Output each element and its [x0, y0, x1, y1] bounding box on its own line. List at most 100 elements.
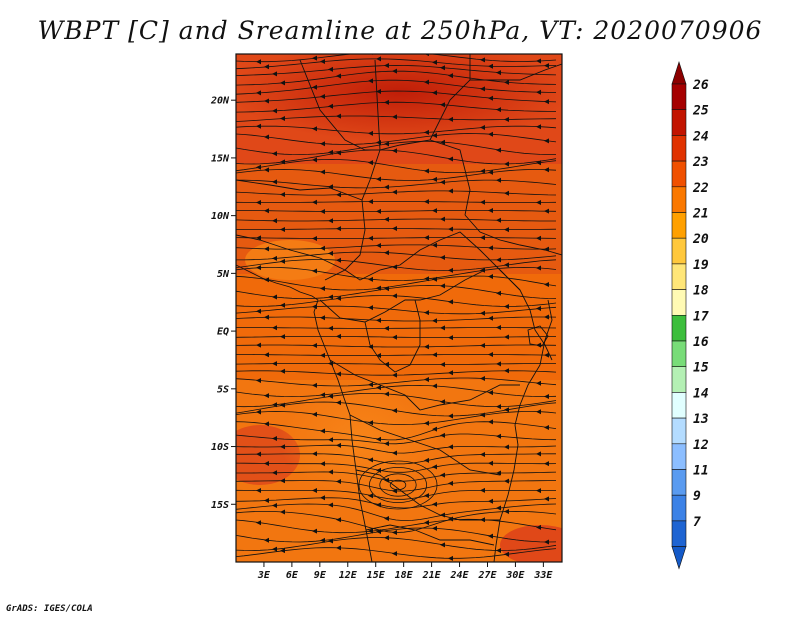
coastline-west — [236, 264, 373, 562]
streamline-arrow — [264, 393, 269, 399]
streamline-arrow — [280, 334, 285, 340]
streamline-arrow — [312, 84, 317, 90]
streamline — [236, 462, 557, 473]
streamline-arrow — [280, 80, 285, 86]
streamline-arrow — [392, 529, 397, 535]
streamline-arrow — [504, 368, 509, 374]
y-tick-label: 10S — [211, 442, 229, 453]
streamline-arrow — [480, 375, 485, 381]
streamline — [236, 54, 557, 63]
streamline-arrow — [480, 86, 485, 92]
streamline — [236, 64, 557, 76]
wbpt-max-north — [236, 54, 562, 142]
streamline-arrow — [424, 168, 429, 174]
colorbar-label: 12 — [693, 438, 709, 453]
streamline-arrow — [368, 199, 373, 205]
streamline-arrow — [448, 73, 453, 79]
streamline-arrow — [480, 235, 485, 241]
streamline-arrow — [544, 352, 549, 358]
streamline-arrow — [256, 377, 261, 383]
streamline-arrow — [392, 408, 397, 414]
streamline-arrow — [480, 412, 485, 418]
streamline-arrow — [440, 362, 445, 368]
streamline-arrow — [312, 235, 317, 241]
streamline-arrow — [504, 508, 509, 514]
streamline-arrow — [336, 150, 341, 156]
streamline-arrow — [392, 372, 397, 378]
colorbar-label: 18 — [693, 284, 709, 299]
x-tick-label: 30E — [505, 570, 525, 581]
streamline — [236, 316, 557, 322]
streamline-arrow — [384, 515, 389, 521]
colorbar-label: 20 — [692, 232, 709, 247]
streamline-arrow — [432, 352, 437, 358]
streamline-arrow — [280, 368, 285, 374]
x-tick-label: 15E — [367, 570, 386, 581]
streamline-arrow — [504, 551, 509, 557]
streamline — [236, 344, 557, 348]
streamline-arrow — [440, 102, 445, 108]
streamline-arrow — [384, 63, 389, 69]
streamline-arrow — [376, 56, 381, 62]
streamline-arrow — [432, 525, 437, 531]
border-13 — [429, 54, 471, 141]
streamline-arrow — [256, 123, 261, 129]
border-12 — [464, 214, 562, 256]
streamline-arrow — [480, 451, 485, 457]
streamline-arrow — [448, 555, 453, 561]
streamline-arrow — [424, 493, 429, 499]
streamline-arrow — [448, 299, 453, 305]
streamline-arrow — [488, 533, 493, 539]
streamline — [236, 421, 557, 441]
streamline-arrow — [480, 168, 485, 174]
colorbar-swatch — [671, 186, 687, 213]
streamline-arrow — [424, 310, 429, 316]
colorbar-label: 9 — [693, 489, 701, 504]
streamline-arrow — [536, 199, 541, 205]
streamline-arrow — [496, 325, 501, 331]
streamline-arrow — [312, 126, 317, 132]
streamline-arrow — [544, 394, 549, 400]
streamline-arrow — [368, 420, 373, 426]
border-8 — [329, 359, 520, 411]
streamline — [236, 58, 557, 70]
streamline — [236, 377, 557, 387]
streamline-arrow — [432, 276, 437, 282]
streamline — [236, 284, 557, 300]
streamline-eddy — [379, 473, 417, 497]
streamline-arrow — [376, 176, 381, 182]
streamline-arrow — [328, 502, 333, 508]
country-borders — [236, 54, 562, 562]
streamline-arrow — [440, 432, 445, 438]
wbpt-cool-center — [280, 380, 440, 500]
colorbar-arrow-bottom — [671, 546, 687, 570]
streamline-arrow — [312, 382, 317, 388]
streamline-arrow — [336, 73, 341, 79]
streamline-arrow — [320, 428, 325, 434]
streamline-arrow — [336, 545, 341, 551]
streamline-arrow — [328, 294, 333, 300]
streamline-arrow — [272, 361, 277, 367]
streamline-arrow — [320, 315, 325, 321]
streamline-arrow — [392, 293, 397, 299]
streamline-arrow — [280, 258, 285, 264]
streamline-arrow — [544, 167, 549, 173]
streamline-arrow — [368, 528, 373, 534]
border-2 — [324, 59, 381, 281]
border-11 — [365, 524, 495, 546]
streamline-arrow — [384, 361, 389, 367]
streamline-arrow — [496, 217, 501, 223]
streamline-arrow — [488, 419, 493, 425]
streamline-arrow — [320, 94, 325, 100]
streamline-arrow — [320, 537, 325, 543]
streamline-arrow — [264, 64, 269, 70]
streamline-arrow — [440, 472, 445, 478]
streamlines — [236, 54, 557, 559]
streamline-arrow — [424, 129, 429, 135]
streamline-arrow — [544, 99, 549, 105]
streamline-arrow — [496, 433, 501, 439]
streamline-arrow — [448, 335, 453, 341]
x-tick-label: 21E — [422, 570, 442, 581]
x-tick-label: 18E — [395, 570, 414, 581]
streamline-arrow — [336, 192, 341, 198]
